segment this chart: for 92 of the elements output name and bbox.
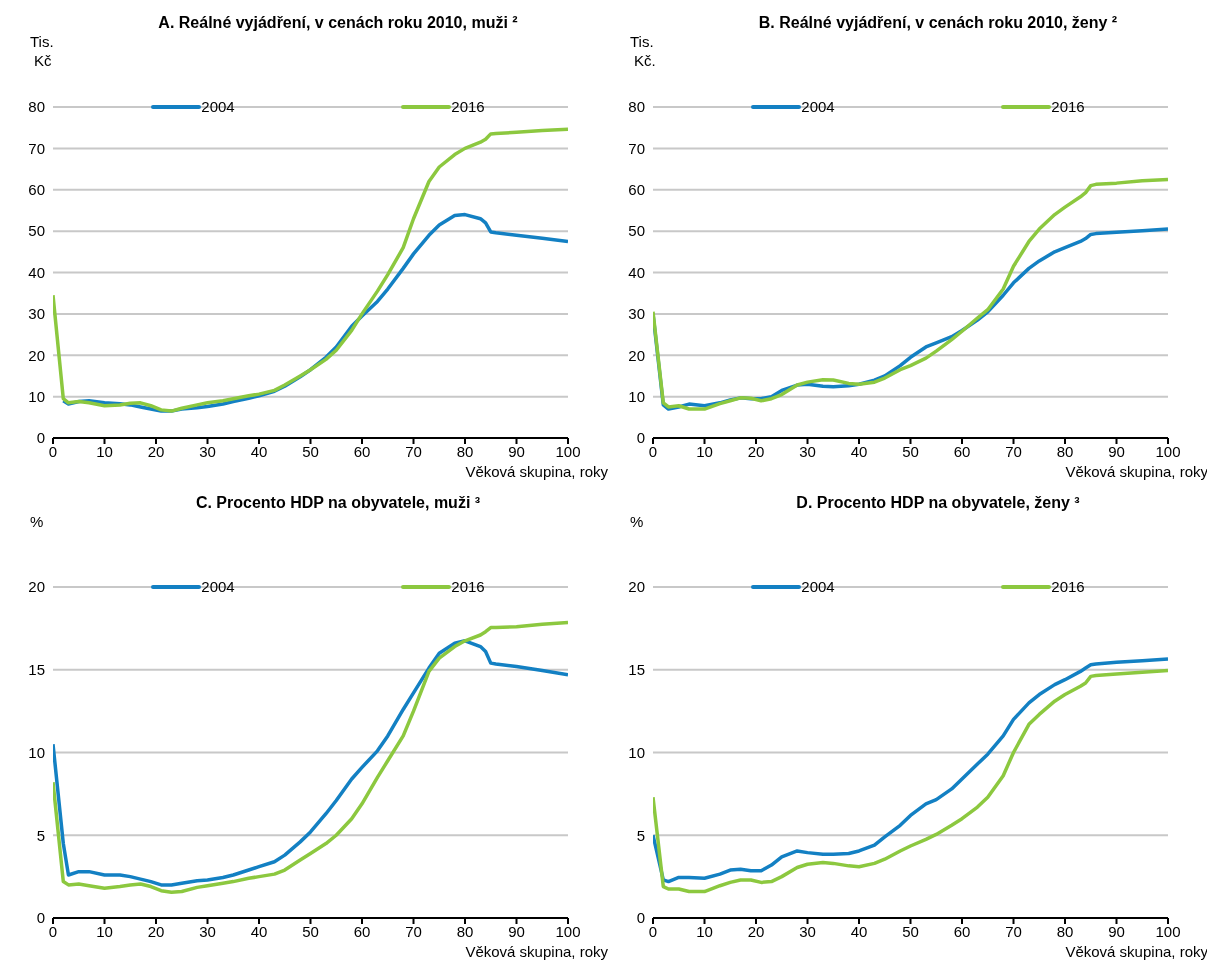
x-axis-title: Věková skupina, roky bbox=[465, 463, 608, 480]
y-tick-label: 40 bbox=[28, 263, 45, 281]
x-tick-label: 40 bbox=[850, 442, 868, 460]
x-tick-label: 100 bbox=[1155, 922, 1181, 940]
x-tick-label: 80 bbox=[456, 442, 474, 460]
y-tick-label: 70 bbox=[28, 139, 45, 157]
y-tick-label: 20 bbox=[628, 578, 645, 596]
x-tick-label: 100 bbox=[555, 922, 581, 940]
x-tick-label: 60 bbox=[953, 442, 971, 460]
legend-label: 2004 bbox=[801, 98, 835, 115]
x-tick-label: 90 bbox=[508, 922, 525, 940]
y-tick-label: 10 bbox=[628, 387, 645, 405]
x-tick-label: 80 bbox=[456, 922, 474, 940]
y-tick-label: 20 bbox=[628, 346, 645, 364]
x-tick-label: 40 bbox=[250, 922, 268, 940]
x-tick-label: 10 bbox=[696, 442, 713, 460]
x-tick-label: 90 bbox=[1108, 442, 1125, 460]
legend-label: 2016 bbox=[1051, 578, 1085, 595]
x-tick-label: 70 bbox=[1005, 922, 1022, 940]
x-tick-label: 30 bbox=[199, 442, 216, 460]
x-tick-label: 50 bbox=[302, 442, 319, 460]
x-tick-label: 20 bbox=[747, 922, 765, 940]
y-tick-label: 80 bbox=[28, 98, 45, 116]
y-tick-label: 30 bbox=[28, 305, 45, 323]
chart-title: D. Procento HDP na obyvatele, ženy ³ bbox=[795, 494, 1081, 512]
y-tick-label: 5 bbox=[36, 826, 45, 844]
x-tick-label: 70 bbox=[1005, 442, 1022, 460]
x-tick-label: 70 bbox=[405, 442, 422, 460]
y-tick-label: 0 bbox=[36, 429, 45, 447]
y-tick-label: 70 bbox=[628, 139, 645, 157]
x-tick-label: 50 bbox=[902, 922, 919, 940]
chart-title: A. Reálné vyjádření, v cenách roku 2010, muži ² bbox=[157, 14, 519, 32]
y-axis-title: % bbox=[630, 512, 644, 531]
x-tick-label: 20 bbox=[147, 442, 165, 460]
line-series bbox=[653, 177, 1168, 411]
x-tick-label: 0 bbox=[648, 442, 658, 460]
x-tick-label: 0 bbox=[48, 442, 58, 460]
legend-label: 2004 bbox=[801, 578, 835, 595]
x-tick-label: 90 bbox=[1108, 922, 1125, 940]
y-tick-label: 5 bbox=[636, 826, 645, 844]
x-tick-label: 30 bbox=[799, 922, 816, 940]
y-tick-label: 50 bbox=[28, 222, 45, 240]
x-tick-label: 30 bbox=[799, 442, 816, 460]
x-tick-label: 50 bbox=[302, 922, 319, 940]
y-tick-label: 20 bbox=[28, 578, 45, 596]
y-tick-label: 20 bbox=[28, 346, 45, 364]
legend-label: 2004 bbox=[201, 98, 235, 115]
x-tick-label: 100 bbox=[555, 442, 581, 460]
x-tick-label: 60 bbox=[353, 442, 371, 460]
y-tick-label: 30 bbox=[628, 305, 645, 323]
y-tick-label: 0 bbox=[36, 909, 45, 927]
chart-title: C. Procento HDP na obyvatele, muži ³ bbox=[194, 494, 482, 512]
x-tick-label: 60 bbox=[953, 922, 971, 940]
x-tick-label: 0 bbox=[48, 922, 58, 940]
legend-label: 2016 bbox=[451, 98, 485, 115]
y-tick-label: 10 bbox=[628, 743, 645, 761]
x-tick-label: 10 bbox=[96, 922, 113, 940]
y-tick-label: 0 bbox=[636, 909, 645, 927]
legend-label: 2016 bbox=[1051, 98, 1085, 115]
x-tick-label: 10 bbox=[696, 922, 713, 940]
chart-title: B. Reálné vyjádření, v cenách roku 2010, ženy ² bbox=[757, 14, 1119, 32]
x-tick-label: 70 bbox=[405, 922, 422, 940]
x-tick-label: 40 bbox=[850, 922, 868, 940]
y-tick-label: 40 bbox=[628, 263, 645, 281]
x-tick-label: 10 bbox=[96, 442, 113, 460]
x-tick-label: 100 bbox=[1155, 442, 1181, 460]
y-axis-title: Tis. Kč bbox=[30, 32, 54, 70]
x-tick-label: 50 bbox=[902, 442, 919, 460]
x-tick-label: 40 bbox=[250, 442, 268, 460]
x-tick-label: 90 bbox=[508, 442, 525, 460]
x-tick-label: 0 bbox=[648, 922, 658, 940]
x-tick-label: 80 bbox=[1056, 922, 1074, 940]
x-tick-label: 20 bbox=[747, 442, 765, 460]
legend-label: 2004 bbox=[201, 578, 235, 595]
y-tick-label: 60 bbox=[28, 181, 45, 199]
y-axis-title: % bbox=[30, 512, 44, 531]
y-tick-label: 80 bbox=[628, 98, 645, 116]
y-tick-label: 10 bbox=[28, 743, 45, 761]
x-tick-label: 80 bbox=[1056, 442, 1074, 460]
x-tick-label: 30 bbox=[199, 922, 216, 940]
y-tick-label: 50 bbox=[628, 222, 645, 240]
y-tick-label: 10 bbox=[28, 387, 45, 405]
x-tick-label: 60 bbox=[353, 922, 371, 940]
y-tick-label: 0 bbox=[636, 429, 645, 447]
y-tick-label: 15 bbox=[628, 661, 645, 679]
y-tick-label: 15 bbox=[28, 661, 45, 679]
x-tick-label: 20 bbox=[147, 922, 165, 940]
y-axis-title: Tis. Kč. bbox=[630, 32, 656, 70]
x-axis-title: Věková skupina, roky bbox=[465, 943, 608, 960]
y-tick-label: 60 bbox=[628, 181, 645, 199]
legend-label: 2016 bbox=[451, 578, 485, 595]
line-series bbox=[53, 127, 568, 413]
